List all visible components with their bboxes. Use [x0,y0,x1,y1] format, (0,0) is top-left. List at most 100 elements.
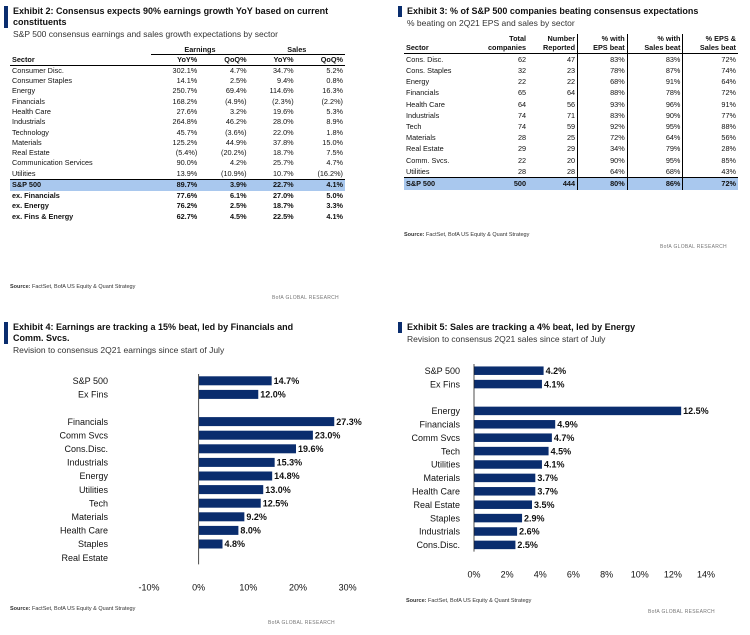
exhibit3-brand: BofA GLOBAL RESEARCH [660,244,727,250]
table-cell: 68% [626,165,683,178]
bar [198,376,272,386]
table-row: Industrials 74 71 83% 90% 77% [404,109,738,122]
table-cell: 77% [682,109,738,122]
table-row: ex. Financials 77.6% 6.1% 27.0% 5.0% [10,191,345,202]
data-label: 3.5% [534,500,555,510]
table-cell: 80% [577,177,628,190]
category-label: S&P 500 [425,366,460,376]
data-label: 15.3% [277,458,303,468]
table-cell: 22.5% [272,211,294,221]
table-cell: Comm. Svcs. [406,155,450,165]
category-label: Cons.Disc. [416,540,460,550]
table-row: Technology 45.7% (3.6%) 22.0% 1.8% [10,128,345,138]
bar [474,406,682,416]
table-cell: (4.9%) [225,96,247,106]
exhibit4-source: Source: FactSet, BofA US Equity & Quant … [10,606,135,612]
table-row: Real Estate 29 29 34% 79% 28% [404,143,738,155]
table-cell: Materials [406,133,436,143]
x-tick-label: 0% [192,582,205,592]
category-label: Materials [423,473,460,483]
table-cell: Cons. Staples [406,66,452,76]
table-cell: 79% [626,143,683,155]
column-header: % EPS & Sales beat [682,34,738,54]
table-row: Consumer Disc. 302.1% 4.7% 34.7% 5.2% [10,65,345,76]
table-cell: Health Care [406,99,445,109]
table-cell: 64% [682,76,738,88]
data-label: 8.0% [240,526,261,536]
data-label: 23.0% [315,430,341,440]
table-cell: 88% [682,121,738,133]
exhibit5-panel: Exhibit 5: Sales are tracking a 4% beat,… [398,322,744,344]
table-cell: Financials [406,88,439,98]
table-cell: 28 [566,166,576,176]
table-cell: 83% [577,109,628,122]
category-label: Financials [419,420,460,430]
column-header: % with EPS beat [577,34,628,54]
table-cell: (2.3%) [272,96,294,106]
table-cell: 72% [577,132,628,144]
table-cell: 87% [626,65,683,77]
bar [474,487,536,496]
table-cell: 114.6% [269,86,294,96]
table-cell: Consumer Staples [12,76,73,86]
x-tick-label: 12% [664,570,682,580]
table-row: Tech 74 59 92% 95% 88% [404,121,738,133]
table-cell: 168.2% [172,96,198,106]
data-label: 4.1% [544,460,565,470]
exhibit5-source: Source: FactSet, BofA US Equity & Quant … [406,598,531,604]
bar [474,460,542,469]
category-label: Industrials [67,458,109,468]
x-tick-label: 20% [289,582,307,592]
table-cell: Industrials [406,110,440,120]
table-cell: 28 [517,133,527,143]
table-cell: 44.9% [225,137,247,147]
bar [474,540,516,550]
table-row: Comm. Svcs. 22 20 90% 95% 85% [404,154,738,166]
category-label: S&P 500 [73,376,108,386]
table-cell: 85% [682,154,738,166]
category-label: Health Care [412,487,460,497]
table-cell: (10.9%) [221,168,247,178]
table-cell: 302.1% [172,65,198,75]
table-cell: 56 [566,99,576,109]
table-cell: 78% [577,65,628,77]
data-label: 19.6% [298,444,324,454]
table-cell: 72% [682,87,738,99]
data-label: 2.9% [524,513,545,523]
table-cell: 500 [513,179,527,189]
table-cell: 77.6% [176,190,198,200]
table-cell: Industrials [12,117,46,127]
table-cell: 22 [566,77,576,87]
table-cell: 62.7% [176,211,198,221]
table-cell: 4.7% [326,158,343,168]
exhibit3-table: Sector Total companies Number Reported% with… [404,34,738,190]
bar [198,417,335,427]
data-label: 4.7% [554,433,575,443]
table-cell: 3.2% [229,107,247,116]
bar [198,389,259,399]
table-row: Materials 125.2% 44.9% 37.8% 15.0% [10,138,345,148]
table-cell: 47 [566,54,576,64]
table-cell: 32 [517,66,527,76]
table-row: Financials 168.2% (4.9%) (2.3%) (2.2%) [10,97,345,107]
category-label: Industrials [419,527,461,537]
column-header: QoQ% [320,55,343,65]
column-header: YoY% [177,55,198,65]
table-cell: 9.4% [277,76,294,86]
category-label: Real Estate [61,553,108,563]
exhibit2-table: Earnings Sales Sector YoY% QoQ% YoY% QoQ% Co… [10,45,345,222]
column-header: Sector [404,34,471,54]
category-label: Energy [431,406,460,416]
x-tick-label: 10% [239,582,257,592]
sales-group-header: Sales [248,45,345,56]
table-cell: Financials [12,96,45,106]
exhibit4-title-block: Exhibit 4: Earnings are tracking a 15% b… [4,322,374,344]
exhibit2-source: Source: FactSet, BofA US Equity & Quant … [10,284,135,290]
table-cell: 4.2% [229,158,247,168]
table-cell: 4.7% [229,65,247,75]
category-label: Tech [89,498,108,508]
table-cell: 22 [517,155,527,165]
table-cell: 45.7% [176,127,198,137]
exhibit2-subtitle: S&P 500 consensus earnings and sales gro… [13,29,278,39]
exhibit3-panel: Exhibit 3: % of S&P 500 companies beatin… [398,6,744,250]
